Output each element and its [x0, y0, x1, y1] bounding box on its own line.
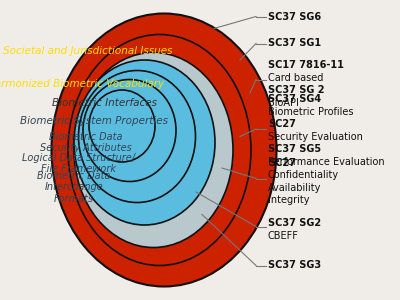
Text: Biometric Data
Interchange
Formats: Biometric Data Interchange Formats — [37, 171, 111, 204]
Text: Card based: Card based — [268, 73, 323, 83]
Text: SC37 SG5: SC37 SG5 — [268, 144, 321, 154]
Text: Confidentiality: Confidentiality — [268, 170, 339, 180]
Ellipse shape — [74, 60, 215, 225]
Ellipse shape — [74, 52, 233, 247]
Text: SC27: SC27 — [268, 119, 296, 129]
Text: Biometric Interfaces: Biometric Interfaces — [52, 98, 156, 109]
Text: Availability: Availability — [268, 183, 321, 193]
Text: SC37 SG6: SC37 SG6 — [268, 11, 321, 22]
Ellipse shape — [78, 70, 196, 203]
Text: Security Evaluation: Security Evaluation — [268, 132, 363, 142]
Text: Integrity: Integrity — [268, 195, 310, 206]
Text: SC37 SG 2: SC37 SG 2 — [268, 85, 324, 95]
Ellipse shape — [68, 34, 251, 266]
Text: Biometric System Properties: Biometric System Properties — [20, 116, 168, 127]
Text: Harmonized Biometric Vocabulary: Harmonized Biometric Vocabulary — [0, 79, 164, 89]
Text: SC17 7816-11: SC17 7816-11 — [268, 60, 344, 70]
Text: SC37 SG3: SC37 SG3 — [268, 260, 321, 271]
Ellipse shape — [83, 80, 176, 182]
Text: BioAPI: BioAPI — [268, 98, 299, 108]
Text: CBEFF: CBEFF — [268, 231, 299, 241]
Text: Societal and Jurisdictional Issues: Societal and Jurisdictional Issues — [3, 46, 173, 56]
Text: SC37 SG2: SC37 SG2 — [268, 218, 321, 228]
Ellipse shape — [89, 90, 155, 162]
Ellipse shape — [52, 14, 276, 286]
Text: Performance Evaluation: Performance Evaluation — [268, 157, 385, 167]
Text: SC37 SG4: SC37 SG4 — [268, 94, 321, 104]
Text: Biometric Data
Security Attributes: Biometric Data Security Attributes — [40, 132, 132, 153]
Text: Biometric Profiles: Biometric Profiles — [268, 106, 354, 117]
Text: SC27: SC27 — [268, 158, 296, 168]
Text: SC37 SG1: SC37 SG1 — [268, 38, 321, 49]
Text: Logical Data Structure/
File Framework: Logical Data Structure/ File Framework — [22, 153, 135, 174]
